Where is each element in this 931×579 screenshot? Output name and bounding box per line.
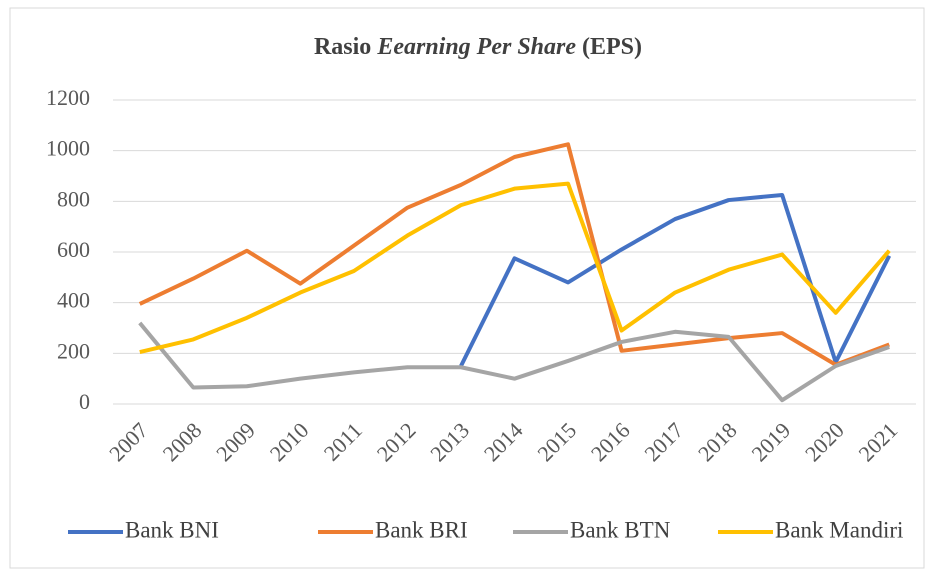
y-tick-label: 400 [57,288,90,313]
series-line [138,321,890,403]
title-part: (EPS) [582,34,642,60]
y-tick-label: 1000 [46,136,90,161]
legend-label: Bank BRI [375,517,468,542]
title-part: Eearning Per Share [376,34,576,60]
y-tick-label: 0 [79,389,90,414]
chart-frame [9,7,925,569]
series-line [138,142,890,367]
legend-label: Bank BNI [125,517,219,542]
title-part: Rasio [314,34,371,60]
chart-title: Rasio Eearning Per Share (EPS) [314,34,642,60]
y-tick-label: 800 [57,186,90,211]
y-tick-label: 200 [57,338,90,363]
y-tick-label: 600 [57,237,90,262]
legend-label: Bank Mandiri [775,517,903,542]
series-line [459,193,892,367]
series-line [139,181,891,355]
y-tick-label: 1200 [46,85,90,110]
legend-label: Bank BTN [570,517,671,542]
